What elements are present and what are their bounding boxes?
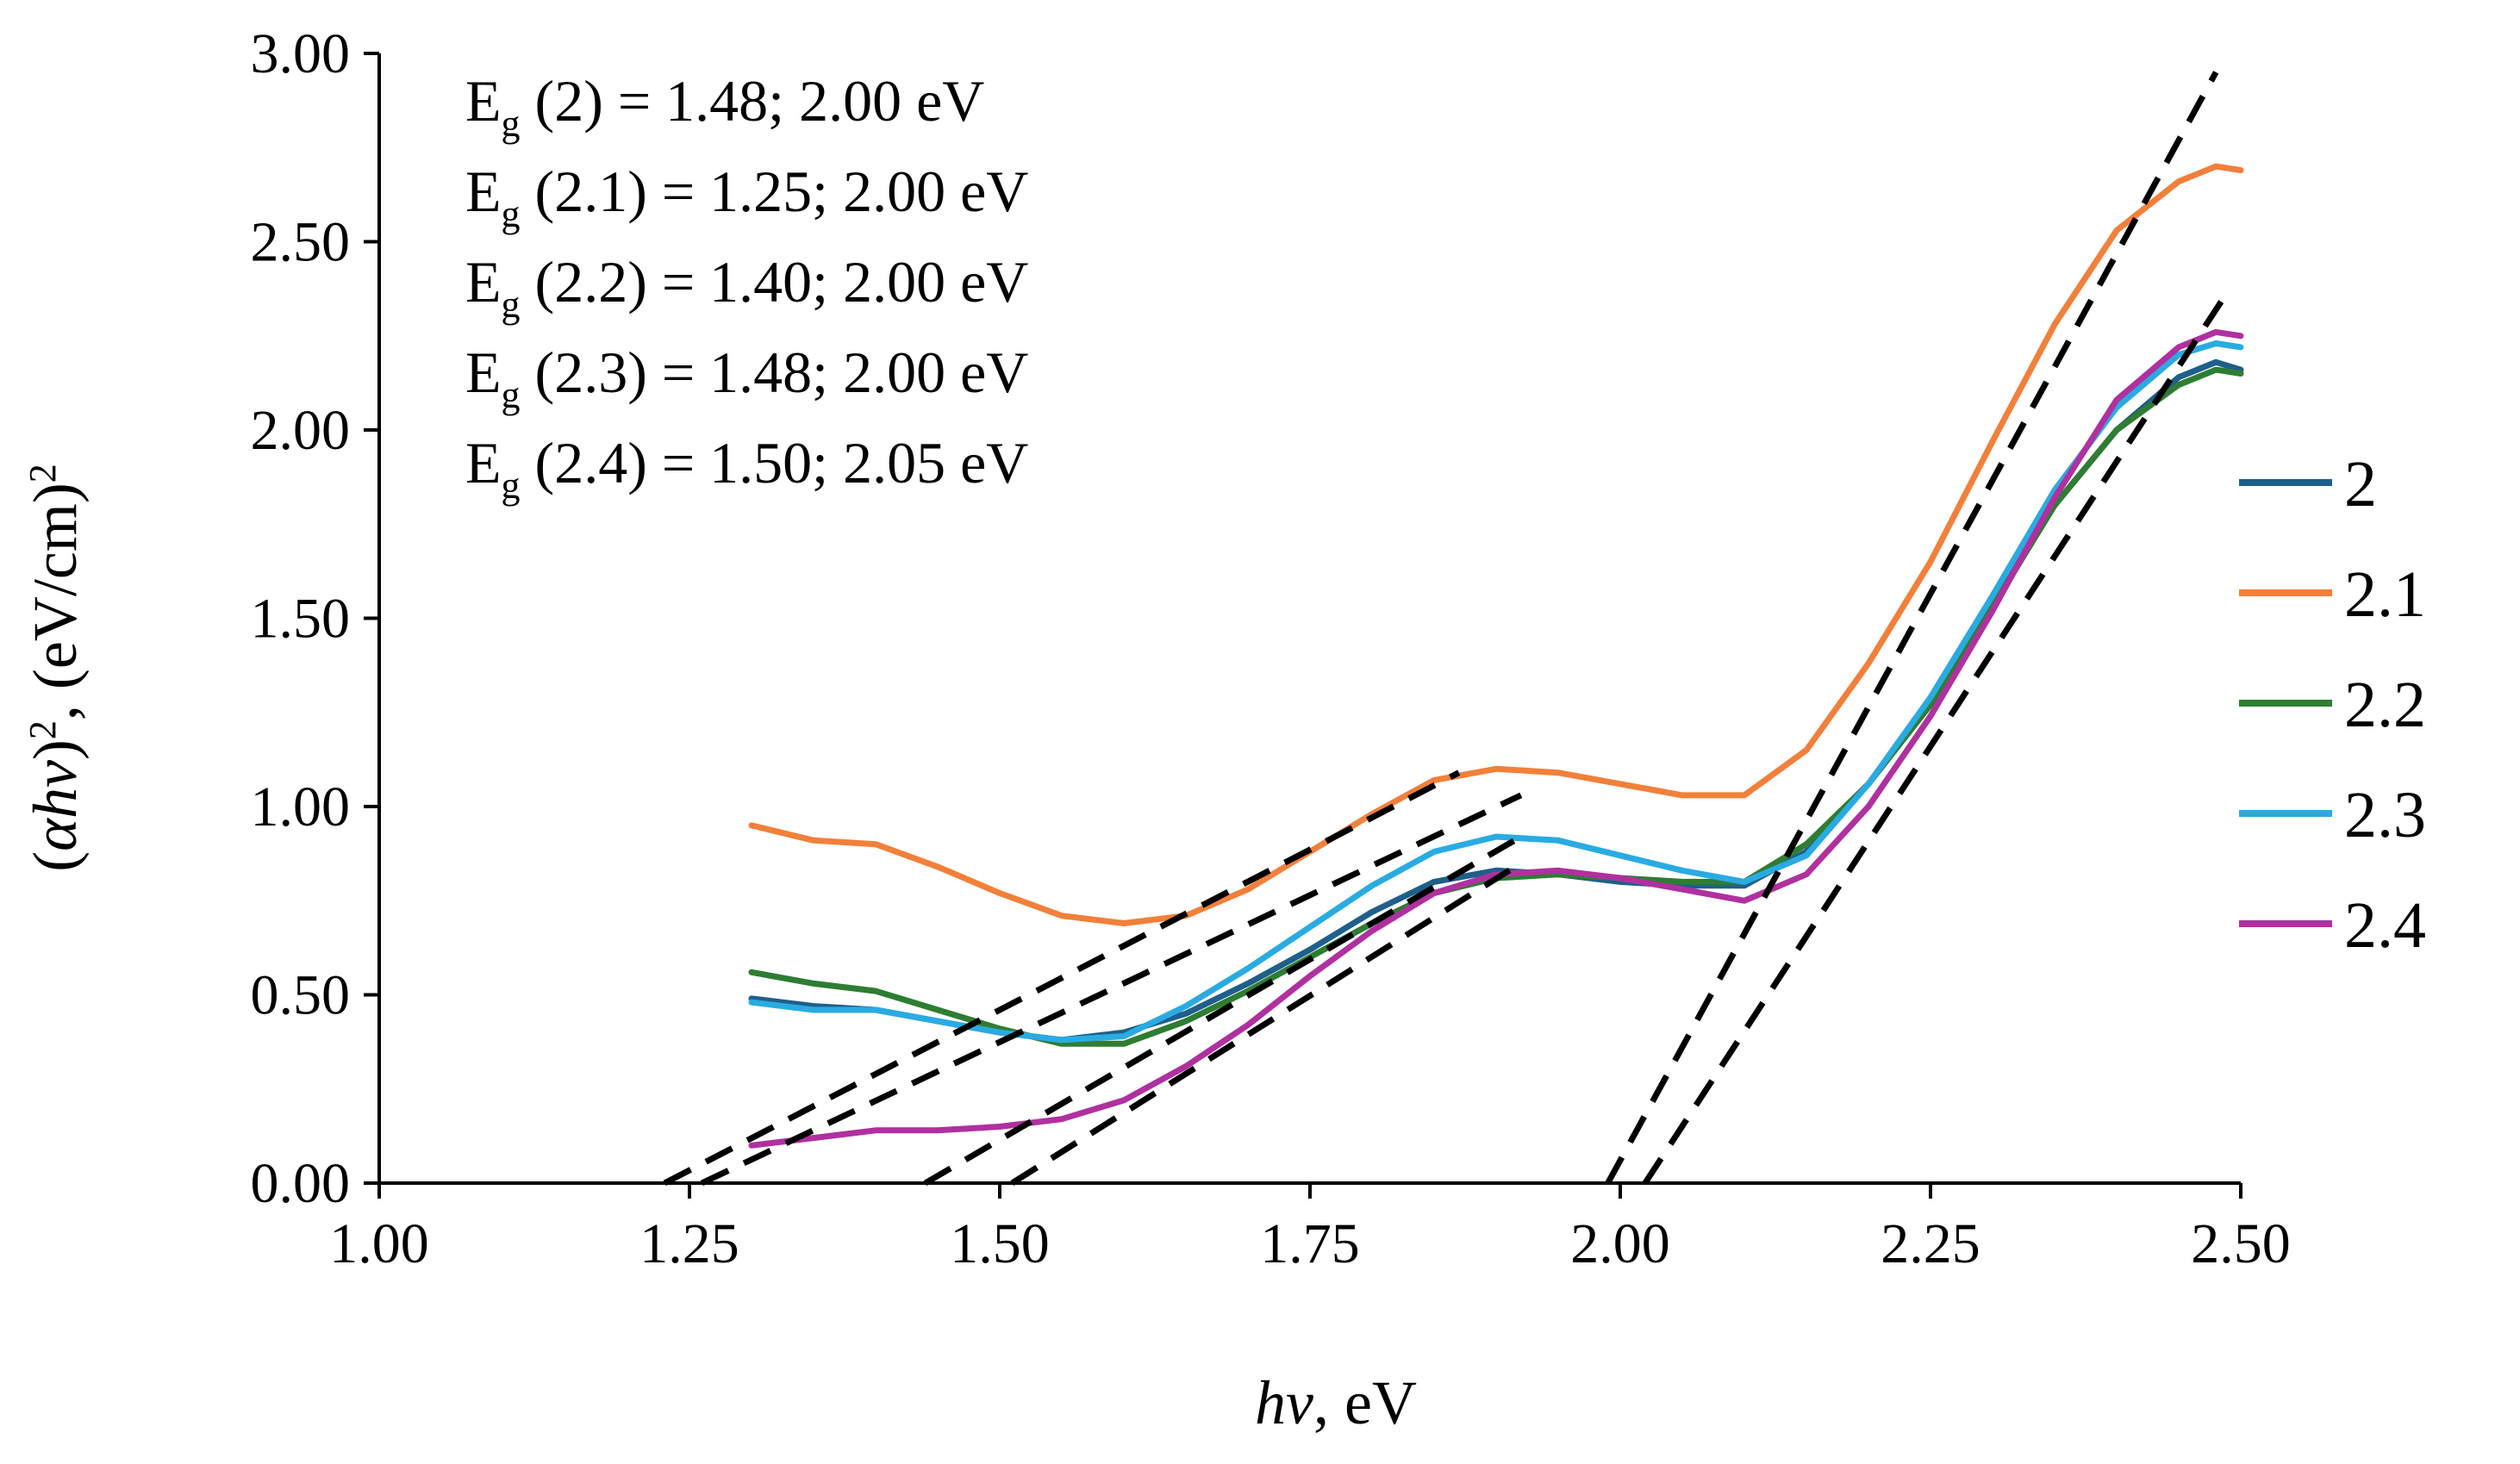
band-gap-annotation: Eg (2) = 1.48; 2.00 eV	[465, 68, 984, 145]
x-tick-label: 1.75	[1260, 1212, 1360, 1275]
series-line-2.1	[748, 163, 2244, 926]
series-line-2.4	[748, 328, 2244, 1149]
band-gap-annotation: Eg (2.4) = 1.50; 2.05 eV	[465, 430, 1028, 507]
x-axis-label: hv, eV	[1255, 1368, 1417, 1437]
band-gap-annotation: Eg (2.3) = 1.48; 2.00 eV	[465, 340, 1028, 416]
y-tick-label: 0.50	[251, 964, 351, 1027]
band-gap-annotations: Eg (2) = 1.48; 2.00 eV Eg (2.1) = 1.25; 2…	[465, 68, 1028, 507]
legend: 2 2.1 2.2 2.3 2.4	[2239, 448, 2426, 962]
tangent-fit-line-3	[923, 833, 1523, 1187]
band-gap-annotation: Eg (2.2) = 1.40; 2.00 eV	[465, 249, 1028, 326]
tangent-fit-line-5	[1605, 71, 2219, 1185]
y-tick-label: 1.50	[251, 588, 351, 651]
tangent-fit-line-1	[663, 769, 1461, 1187]
y-tick-label: 2.00	[251, 399, 351, 462]
legend-label-2: 2	[2344, 448, 2377, 520]
band-gap-annotation: Eg (2.1) = 1.25; 2.00 eV	[465, 159, 1028, 235]
legend-label-2.2: 2.2	[2344, 669, 2426, 741]
y-tick-label: 3.00	[251, 22, 351, 85]
y-tick-label: 0.00	[251, 1152, 351, 1215]
legend-label-2.1: 2.1	[2344, 558, 2426, 631]
tangent-fit-line-4	[1010, 860, 1523, 1186]
x-tick-label: 2.50	[2191, 1212, 2291, 1275]
tangent-fit-line-6	[1642, 289, 2231, 1185]
y-tick-label: 2.50	[251, 211, 351, 274]
legend-label-2.4: 2.4	[2344, 889, 2426, 962]
legend-label-2.3: 2.3	[2344, 779, 2426, 851]
x-tick-label: 2.25	[1881, 1212, 1980, 1275]
y-axis-label: (αhv)2, (eV/cm)2	[21, 464, 90, 872]
x-tick-label: 1.00	[329, 1212, 429, 1275]
x-tick-label: 2.00	[1570, 1212, 1670, 1275]
x-axis-ticks: 1.00 1.25 1.50 1.75 2.00 2.25 2.50	[329, 1183, 2291, 1275]
plot-area	[663, 71, 2244, 1187]
series-line-2.3	[748, 340, 2244, 1043]
x-tick-label: 1.50	[950, 1212, 1050, 1275]
y-tick-label: 1.00	[251, 776, 351, 838]
x-tick-label: 1.25	[639, 1212, 739, 1275]
y-axis-ticks: 0.00 0.50 1.00 1.50 2.00 2.50 3.00	[251, 22, 379, 1215]
tangent-fit-line-2	[700, 792, 1523, 1187]
